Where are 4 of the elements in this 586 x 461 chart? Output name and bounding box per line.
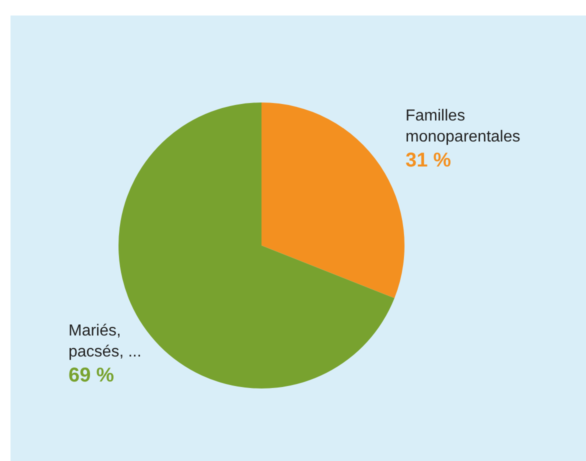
data-label: 69 % (68, 364, 114, 386)
data-label: 31 % (406, 150, 452, 172)
slice-label: Familles monoparentales (406, 108, 520, 146)
slice-label: Mariés, pacsés, ... (68, 322, 142, 360)
